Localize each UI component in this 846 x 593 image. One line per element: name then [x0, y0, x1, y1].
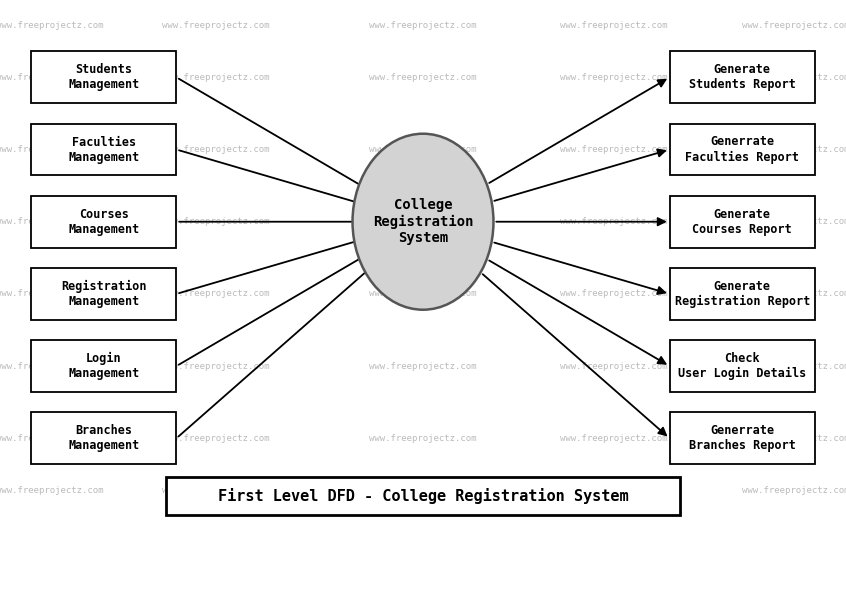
Text: www.freeprojectz.com: www.freeprojectz.com: [742, 73, 846, 82]
Text: www.freeprojectz.com: www.freeprojectz.com: [560, 21, 667, 30]
Text: Courses
Management: Courses Management: [69, 208, 140, 236]
Text: www.freeprojectz.com: www.freeprojectz.com: [162, 486, 270, 495]
Text: www.freeprojectz.com: www.freeprojectz.com: [742, 217, 846, 226]
Text: Students
Management: Students Management: [69, 63, 140, 91]
FancyBboxPatch shape: [166, 477, 680, 515]
Text: www.freeprojectz.com: www.freeprojectz.com: [560, 145, 667, 154]
Text: First Level DFD - College Registration System: First Level DFD - College Registration S…: [217, 488, 629, 504]
FancyBboxPatch shape: [31, 412, 176, 464]
Text: www.freeprojectz.com: www.freeprojectz.com: [742, 434, 846, 443]
FancyBboxPatch shape: [31, 123, 176, 176]
Text: www.freeprojectz.com: www.freeprojectz.com: [560, 434, 667, 443]
Text: www.freeprojectz.com: www.freeprojectz.com: [162, 289, 270, 298]
Text: www.freeprojectz.com: www.freeprojectz.com: [162, 434, 270, 443]
FancyBboxPatch shape: [31, 268, 176, 320]
Text: www.freeprojectz.com: www.freeprojectz.com: [162, 145, 270, 154]
Text: www.freeprojectz.com: www.freeprojectz.com: [0, 289, 104, 298]
Text: www.freeprojectz.com: www.freeprojectz.com: [0, 73, 104, 82]
Text: www.freeprojectz.com: www.freeprojectz.com: [742, 486, 846, 495]
Text: www.freeprojectz.com: www.freeprojectz.com: [369, 289, 477, 298]
FancyBboxPatch shape: [31, 340, 176, 392]
Text: www.freeprojectz.com: www.freeprojectz.com: [742, 289, 846, 298]
Text: www.freeprojectz.com: www.freeprojectz.com: [560, 217, 667, 226]
Text: Generate
Students Report: Generate Students Report: [689, 63, 795, 91]
Text: www.freeprojectz.com: www.freeprojectz.com: [369, 21, 477, 30]
Text: www.freeprojectz.com: www.freeprojectz.com: [0, 145, 104, 154]
FancyBboxPatch shape: [670, 196, 815, 248]
Text: Login
Management: Login Management: [69, 352, 140, 380]
Text: www.freeprojectz.com: www.freeprojectz.com: [0, 486, 104, 495]
Text: Generate
Courses Report: Generate Courses Report: [692, 208, 792, 236]
Text: Branches
Management: Branches Management: [69, 425, 140, 452]
Text: www.freeprojectz.com: www.freeprojectz.com: [560, 362, 667, 371]
Text: www.freeprojectz.com: www.freeprojectz.com: [162, 217, 270, 226]
Text: www.freeprojectz.com: www.freeprojectz.com: [560, 73, 667, 82]
Text: Generrate
Branches Report: Generrate Branches Report: [689, 425, 795, 452]
Text: www.freeprojectz.com: www.freeprojectz.com: [162, 73, 270, 82]
Text: www.freeprojectz.com: www.freeprojectz.com: [560, 486, 667, 495]
Text: www.freeprojectz.com: www.freeprojectz.com: [369, 486, 477, 495]
Text: www.freeprojectz.com: www.freeprojectz.com: [369, 145, 477, 154]
Text: www.freeprojectz.com: www.freeprojectz.com: [0, 434, 104, 443]
FancyBboxPatch shape: [31, 52, 176, 103]
Text: Generate
Registration Report: Generate Registration Report: [674, 280, 810, 308]
Text: www.freeprojectz.com: www.freeprojectz.com: [0, 21, 104, 30]
Text: www.freeprojectz.com: www.freeprojectz.com: [560, 289, 667, 298]
Text: Faculties
Management: Faculties Management: [69, 136, 140, 164]
Text: Generrate
Faculties Report: Generrate Faculties Report: [685, 135, 799, 164]
Text: www.freeprojectz.com: www.freeprojectz.com: [742, 21, 846, 30]
Text: www.freeprojectz.com: www.freeprojectz.com: [369, 73, 477, 82]
Text: College
Registration
System: College Registration System: [373, 199, 473, 245]
Text: www.freeprojectz.com: www.freeprojectz.com: [0, 217, 104, 226]
FancyBboxPatch shape: [670, 268, 815, 320]
FancyBboxPatch shape: [670, 52, 815, 103]
Text: Registration
Management: Registration Management: [61, 280, 146, 308]
Text: www.freeprojectz.com: www.freeprojectz.com: [742, 145, 846, 154]
Text: www.freeprojectz.com: www.freeprojectz.com: [742, 362, 846, 371]
FancyBboxPatch shape: [670, 412, 815, 464]
FancyBboxPatch shape: [670, 123, 815, 176]
Text: www.freeprojectz.com: www.freeprojectz.com: [369, 217, 477, 226]
Text: www.freeprojectz.com: www.freeprojectz.com: [369, 362, 477, 371]
Text: www.freeprojectz.com: www.freeprojectz.com: [162, 362, 270, 371]
Ellipse shape: [353, 133, 493, 310]
Text: Check
User Login Details: Check User Login Details: [678, 352, 806, 380]
Text: www.freeprojectz.com: www.freeprojectz.com: [369, 434, 477, 443]
FancyBboxPatch shape: [670, 340, 815, 392]
Text: www.freeprojectz.com: www.freeprojectz.com: [0, 362, 104, 371]
Text: www.freeprojectz.com: www.freeprojectz.com: [162, 21, 270, 30]
FancyBboxPatch shape: [31, 196, 176, 248]
